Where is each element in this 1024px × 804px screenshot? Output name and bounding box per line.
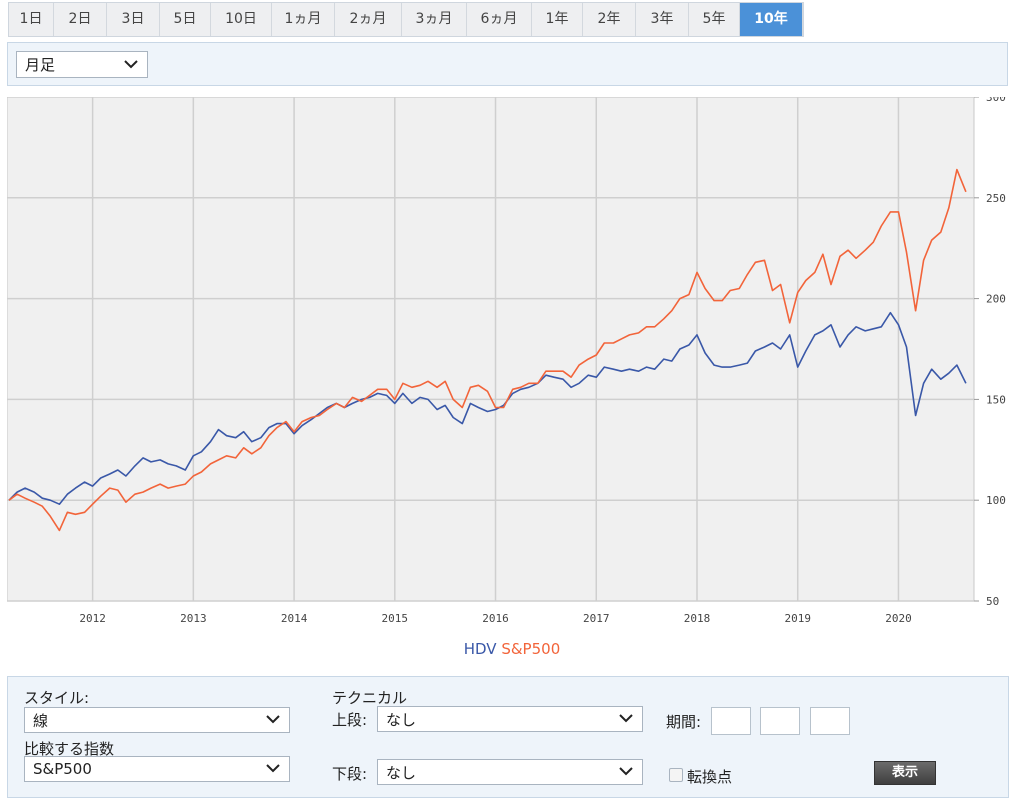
price-chart: 50 100 150 200 250 300 2012 2013 2014 2015 2016 201… bbox=[7, 97, 1006, 625]
range-tabs: 1日 2日 3日 5日 10日 1ヵ月 2ヵ月 3ヵ月 6ヵ月 1年 2年 3年 5年 10年 bbox=[8, 2, 804, 37]
chevron-down-icon bbox=[619, 767, 633, 776]
chevron-down-icon bbox=[619, 714, 633, 723]
x-tick-label: 2012 bbox=[79, 612, 106, 625]
y-tick-label: 200 bbox=[986, 293, 1006, 306]
show-button[interactable]: 表示 bbox=[874, 761, 936, 785]
chevron-down-icon bbox=[266, 764, 280, 773]
tab-10[interactable]: 1年 bbox=[532, 3, 583, 36]
y-tick-label: 250 bbox=[986, 192, 1006, 205]
legend-sp500: S&P500 bbox=[501, 640, 561, 658]
turning-point-checkbox[interactable] bbox=[669, 768, 683, 782]
tab-3[interactable]: 3日 bbox=[107, 3, 160, 36]
style-select[interactable]: 線 bbox=[24, 707, 290, 733]
upper-pane-select[interactable]: なし bbox=[377, 706, 643, 732]
tab-6[interactable]: 1ヵ月 bbox=[272, 3, 335, 36]
compare-index-select[interactable]: S&P500 bbox=[24, 756, 290, 782]
x-tick-label: 2014 bbox=[281, 612, 308, 625]
x-tick-label: 2019 bbox=[784, 612, 811, 625]
y-tick-label: 300 bbox=[986, 97, 1006, 104]
style-value: 線 bbox=[33, 711, 49, 730]
legend-hdv: HDV bbox=[463, 640, 497, 658]
series-line-hdv bbox=[8, 311, 967, 505]
chart-legend: HDV S&P500 bbox=[0, 640, 1024, 658]
chart-controls-panel: スタイル: 線 比較する指数 S&P500 テクニカル 上段: なし 下段: な… bbox=[7, 676, 1009, 798]
tab-12[interactable]: 3年 bbox=[636, 3, 689, 36]
chevron-down-icon bbox=[266, 715, 280, 724]
period-label: 期間: bbox=[666, 713, 702, 731]
tab-5[interactable]: 10日 bbox=[211, 3, 272, 36]
candle-period-panel: 月足 bbox=[7, 42, 1008, 86]
plot-area bbox=[7, 97, 975, 602]
x-tick-label: 2018 bbox=[684, 612, 711, 625]
period-input-1[interactable] bbox=[711, 707, 751, 735]
tab-8[interactable]: 3ヵ月 bbox=[402, 3, 467, 36]
chevron-down-icon bbox=[124, 59, 138, 68]
tab-9[interactable]: 6ヵ月 bbox=[467, 3, 532, 36]
period-input-2[interactable] bbox=[760, 707, 800, 735]
y-tick-label: 150 bbox=[986, 393, 1006, 406]
tab-14[interactable]: 10年 bbox=[740, 3, 803, 36]
period-input-3[interactable] bbox=[810, 707, 850, 735]
lower-pane-label: 下段: bbox=[332, 765, 368, 783]
x-tick-label: 2017 bbox=[583, 612, 610, 625]
compare-index-label: 比較する指数 bbox=[24, 740, 115, 758]
turning-point-label: 転換点 bbox=[687, 768, 733, 786]
x-tick-label: 2013 bbox=[180, 612, 207, 625]
x-tick-label: 2016 bbox=[482, 612, 509, 625]
tab-11[interactable]: 2年 bbox=[583, 3, 636, 36]
x-tick-label: 2015 bbox=[382, 612, 409, 625]
tab-7[interactable]: 2ヵ月 bbox=[335, 3, 402, 36]
tab-4[interactable]: 5日 bbox=[160, 3, 211, 36]
lower-pane-select[interactable]: なし bbox=[377, 759, 643, 785]
style-label: スタイル: bbox=[24, 689, 90, 707]
lower-pane-value: なし bbox=[386, 763, 417, 782]
y-tick-label: 100 bbox=[986, 494, 1006, 507]
x-tick-label: 2020 bbox=[885, 612, 912, 625]
candle-period-value: 月足 bbox=[25, 56, 56, 74]
technical-label: テクニカル bbox=[332, 689, 408, 707]
upper-pane-value: なし bbox=[386, 710, 417, 729]
candle-period-select[interactable]: 月足 bbox=[16, 51, 148, 78]
upper-pane-label: 上段: bbox=[332, 711, 368, 729]
tab-2[interactable]: 2日 bbox=[54, 3, 107, 36]
y-tick-label: 50 bbox=[986, 595, 999, 608]
tab-13[interactable]: 5年 bbox=[689, 3, 740, 36]
tab-1[interactable]: 1日 bbox=[9, 3, 54, 36]
compare-index-value: S&P500 bbox=[33, 760, 92, 778]
series-line-sp500 bbox=[8, 168, 967, 532]
